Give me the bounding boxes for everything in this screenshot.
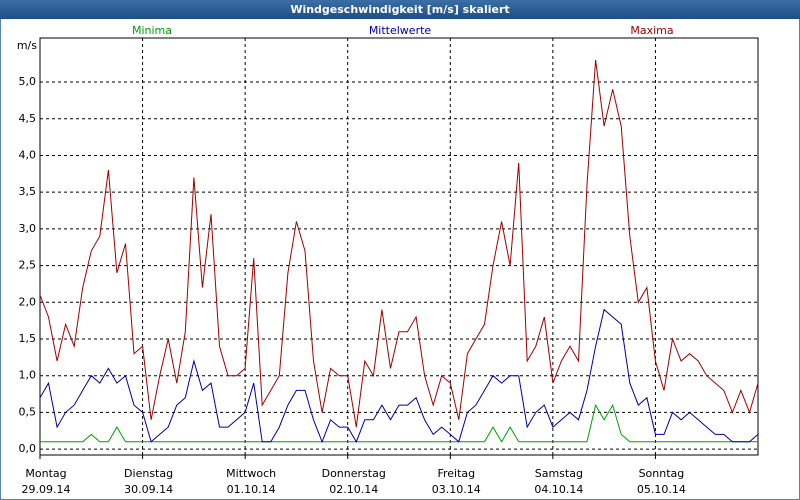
y-tick-label: 3,0: [19, 222, 37, 235]
title-bar: [0, 0, 800, 19]
y-tick-label: 4,0: [19, 148, 37, 161]
x-tick-date: 04.10.14: [534, 483, 583, 496]
y-tick-label: 5,0: [19, 75, 37, 88]
y-axis-label: m/s: [17, 39, 37, 52]
plot-frame: [39, 37, 759, 456]
x-tick-date: 29.09.14: [22, 483, 71, 496]
x-tick-date: 02.10.14: [329, 483, 378, 496]
y-tick-label: 1,5: [19, 332, 37, 345]
y-tick-label: 0,5: [19, 405, 37, 418]
chart-title: Windgeschwindigkeit [m/s] skaliert: [290, 3, 509, 16]
y-tick-label: 2,0: [19, 295, 37, 308]
data-line: [39, 59, 759, 428]
x-tick-date: 05.10.14: [637, 483, 686, 496]
x-tick-label: Montag: [25, 467, 66, 480]
legend-entry: Mittelwerte: [369, 24, 432, 37]
y-tick-label: 1,0: [19, 369, 37, 382]
legend-entry: Minima: [132, 24, 172, 37]
data-line: [39, 308, 759, 444]
y-tick-label: 3,5: [19, 185, 37, 198]
x-tick-date: 01.10.14: [227, 483, 276, 496]
y-tick-label: 2,5: [19, 259, 37, 272]
x-tick-label: Donnerstag: [322, 467, 386, 480]
x-tick-label: Samstag: [535, 467, 583, 480]
x-tick-label: Dienstag: [124, 467, 173, 480]
x-tick-date: 30.09.14: [124, 483, 173, 496]
x-tick-label: Sonntag: [639, 467, 685, 480]
x-tick-label: Mittwoch: [226, 467, 276, 480]
y-tick-label: 4,5: [19, 112, 37, 125]
x-tick-date: 03.10.14: [432, 483, 481, 496]
y-tick-label: 0,0: [19, 442, 37, 455]
x-tick-label: Freitag: [437, 467, 475, 480]
data-line: [40, 403, 758, 443]
legend-entry: Maxima: [630, 24, 673, 37]
